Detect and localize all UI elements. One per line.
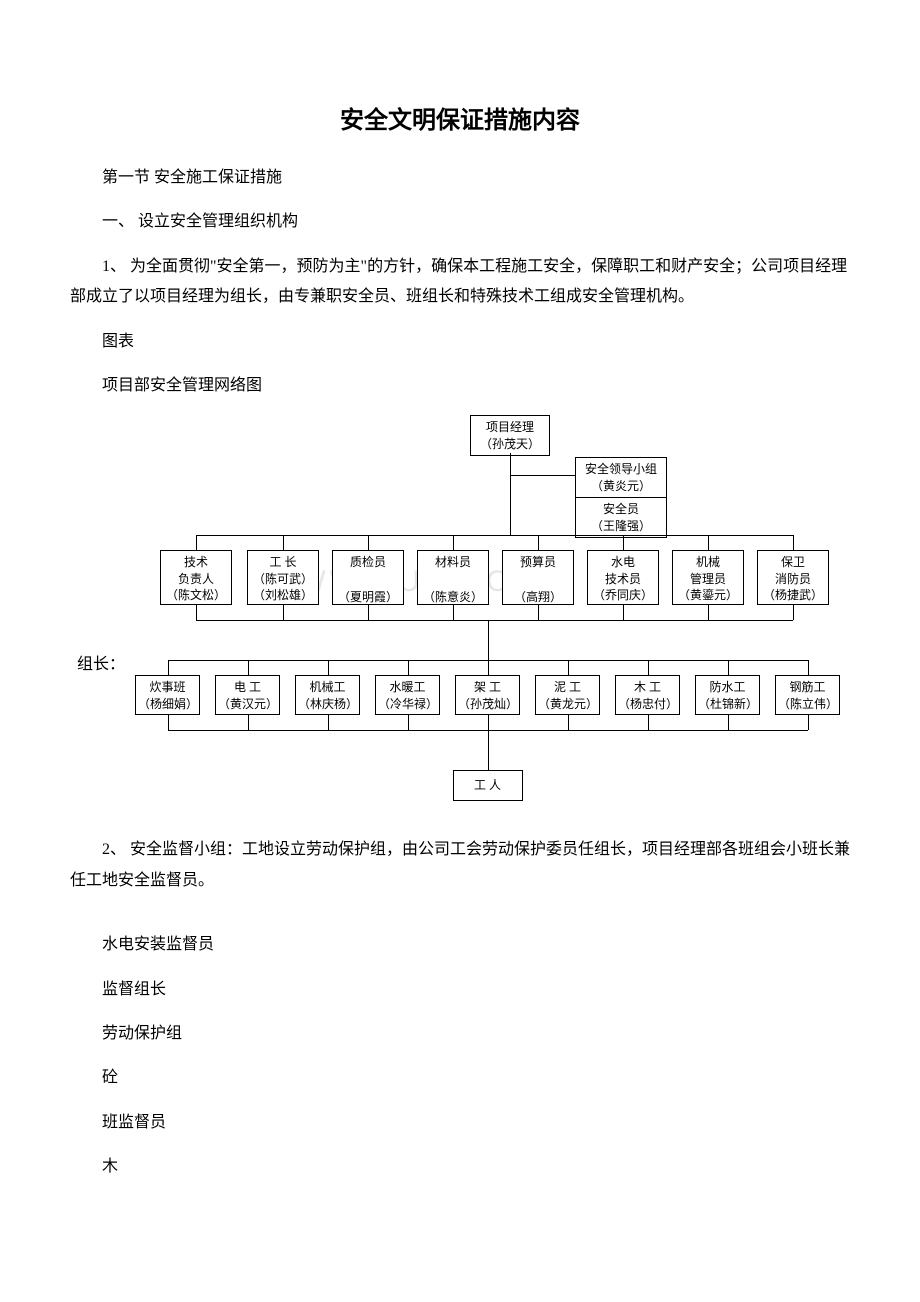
chart-line — [453, 605, 454, 620]
node-role-1: 工 长（陈可武）（刘松雄） — [247, 550, 319, 605]
section-heading: 第一节 安全施工保证措施 — [70, 163, 850, 193]
node-role-7: 保卫消防员（杨捷武） — [757, 550, 829, 605]
chart-line — [568, 715, 569, 730]
chart-line — [368, 535, 369, 550]
chart-line — [328, 715, 329, 730]
paragraph-chart-label: 图表 — [70, 327, 850, 357]
node-role-4: 预算员（高翔） — [502, 550, 574, 605]
chart-line — [708, 605, 709, 620]
chart-line — [728, 660, 729, 675]
chart-line — [623, 605, 624, 620]
node-team-6: 木 工（杨忠付） — [615, 675, 680, 715]
chart-line — [808, 715, 809, 730]
chart-line — [168, 715, 169, 730]
chart-line — [488, 730, 489, 770]
chart-line — [538, 535, 539, 550]
chart-line — [648, 715, 649, 730]
paragraph-chart-caption: 项目部安全管理网络图 — [70, 371, 850, 401]
org-chart: WWW.DUCK.COM项目经理（孙茂天）安全领导小组（黄炎元）安全员（王隆强）… — [70, 415, 850, 815]
node-worker: 工 人 — [453, 770, 523, 800]
chart-line — [168, 660, 169, 675]
chart-line — [196, 605, 197, 620]
list-item: 砼 — [70, 1063, 850, 1093]
chart-line — [248, 715, 249, 730]
list-item: 劳动保护组 — [70, 1019, 850, 1049]
node-role-2: 质检员（夏明霞） — [332, 550, 404, 605]
node-role-5: 水电技术员（乔同庆） — [587, 550, 659, 605]
chart-line — [708, 535, 709, 550]
chart-line — [368, 605, 369, 620]
paragraph-1: 1、 为全面贯彻"安全第一，预防为主"的方针，确保本工程施工安全，保障职工和财产… — [70, 252, 850, 313]
node-pm: 项目经理（孙茂天） — [470, 415, 550, 455]
chart-line — [488, 620, 489, 660]
chart-line — [808, 660, 809, 675]
node-team-3: 水暖工（冷华禄） — [375, 675, 440, 715]
node-lead: 安全领导小组（黄炎元） — [575, 457, 667, 497]
chart-line — [488, 715, 489, 730]
node-team-7: 防水工（杜锦新） — [695, 675, 760, 715]
chart-line — [510, 453, 511, 475]
chart-line — [568, 660, 569, 675]
chart-line — [196, 535, 197, 550]
chart-line — [196, 535, 793, 536]
chart-line — [510, 475, 575, 476]
chart-line — [248, 660, 249, 675]
chart-line — [408, 660, 409, 675]
node-team-4: 架 工（孙茂灿） — [455, 675, 520, 715]
node-team-5: 泥 工（黄龙元） — [535, 675, 600, 715]
chart-line — [283, 535, 284, 550]
node-role-3: 材料员（陈意炎） — [417, 550, 489, 605]
chart-line — [648, 660, 649, 675]
chart-line — [408, 715, 409, 730]
doc-title: 安全文明保证措施内容 — [70, 100, 850, 135]
chart-line — [453, 535, 454, 550]
list-item: 监督组长 — [70, 975, 850, 1005]
group-label: 组长： — [70, 650, 125, 674]
node-team-2: 机械工（林庆杨） — [295, 675, 360, 715]
chart-line — [196, 620, 793, 621]
node-team-8: 钢筋工（陈立伟） — [775, 675, 840, 715]
list-item: 木 — [70, 1152, 850, 1182]
paragraph-2: 2、 安全监督小组：工地设立劳动保护组，由公司工会劳动保护委员任组长，项目经理部… — [70, 835, 850, 896]
subheading-1: 一、 设立安全管理组织机构 — [70, 207, 850, 237]
node-safety: 安全员（王隆强） — [575, 497, 667, 537]
chart-line — [793, 535, 794, 550]
chart-line — [623, 535, 624, 550]
chart-line — [488, 660, 489, 675]
list-item: 班监督员 — [70, 1108, 850, 1138]
node-team-0: 炊事班（杨细娟） — [135, 675, 200, 715]
chart-line — [728, 715, 729, 730]
chart-line — [510, 475, 511, 535]
chart-line — [793, 605, 794, 620]
chart-line — [538, 605, 539, 620]
list-item: 水电安装监督员 — [70, 930, 850, 960]
node-role-6: 机械管理员（黄鎏元） — [672, 550, 744, 605]
node-role-0: 技术负责人（陈文松） — [160, 550, 232, 605]
node-team-1: 电 工（黄汉元） — [215, 675, 280, 715]
chart-line — [283, 605, 284, 620]
chart-line — [328, 660, 329, 675]
